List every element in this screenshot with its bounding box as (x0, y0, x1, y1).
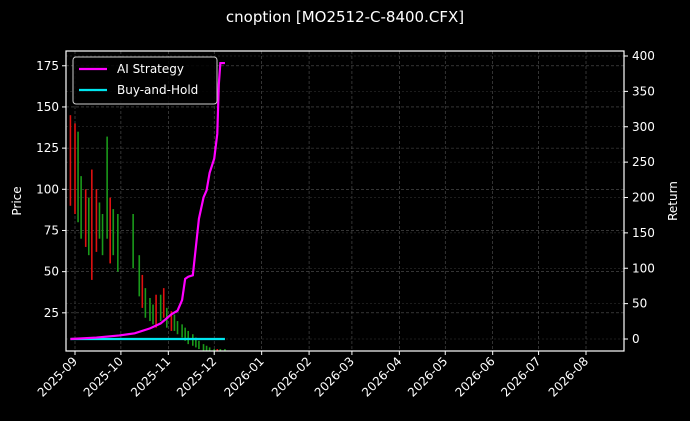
y-left-tick-label: 125 (36, 141, 59, 155)
legend-buy-and-hold-label: Buy-and-Hold (117, 83, 198, 97)
price-candles (69, 115, 226, 351)
y-right-tick-label: 250 (632, 155, 655, 169)
x-tick-label: 2026-02 (269, 354, 314, 399)
y-right-tick-label: 150 (632, 226, 655, 240)
y-left-tick-label: 175 (36, 59, 59, 73)
y-axis-left: 25 50 75 100 125 150 175 (36, 59, 66, 320)
legend: AI Strategy Buy-and-Hold (72, 56, 218, 105)
axes-frame (65, 50, 625, 352)
y-axis-right-label: Return (666, 181, 680, 221)
x-tick-label: 2026-06 (452, 354, 497, 399)
x-tick-label: 2026-05 (405, 354, 450, 399)
x-tick-label: 2026-08 (546, 354, 591, 399)
legend-ai-strategy-label: AI Strategy (117, 62, 184, 76)
x-tick-label: 2026-03 (312, 354, 357, 399)
x-tick-label: 2025-10 (81, 354, 126, 399)
ai-strategy-line (70, 61, 225, 341)
return-lines (70, 61, 225, 341)
y-left-tick-label: 100 (36, 182, 59, 196)
y-right-tick-label: 350 (632, 84, 655, 98)
y-right-tick-label: 200 (632, 191, 655, 205)
x-tick-label: 2025-09 (35, 354, 80, 399)
x-tick-label: 2026-07 (498, 354, 543, 399)
x-axis: 2025-09 2025-10 2025-11 2025-12 2026-01 2026-… (35, 351, 591, 400)
y-left-tick-label: 25 (44, 306, 59, 320)
x-tick-label: 2026-04 (359, 354, 404, 399)
y-right-tick-label: 0 (632, 332, 640, 346)
y-left-tick-label: 50 (44, 265, 59, 279)
y-right-tick-label: 50 (632, 297, 647, 311)
y-right-tick-label: 100 (632, 261, 655, 275)
y-axis-left-label: Price (10, 186, 24, 215)
y-right-tick-label: 300 (632, 120, 655, 134)
y-left-tick-label: 150 (36, 100, 59, 114)
y-left-tick-label: 75 (44, 223, 59, 237)
x-tick-label: 2026-01 (221, 354, 266, 399)
grid-lines (66, 51, 624, 351)
x-tick-label: 2025-12 (174, 354, 219, 399)
y-axis-right: 0 50 100 150 200 250 300 350 400 (624, 49, 655, 346)
x-tick-label: 2025-11 (128, 354, 173, 399)
chart-title: cnoption [MO2512-C-8400.CFX] (225, 8, 465, 26)
y-right-tick-label: 400 (632, 49, 655, 63)
